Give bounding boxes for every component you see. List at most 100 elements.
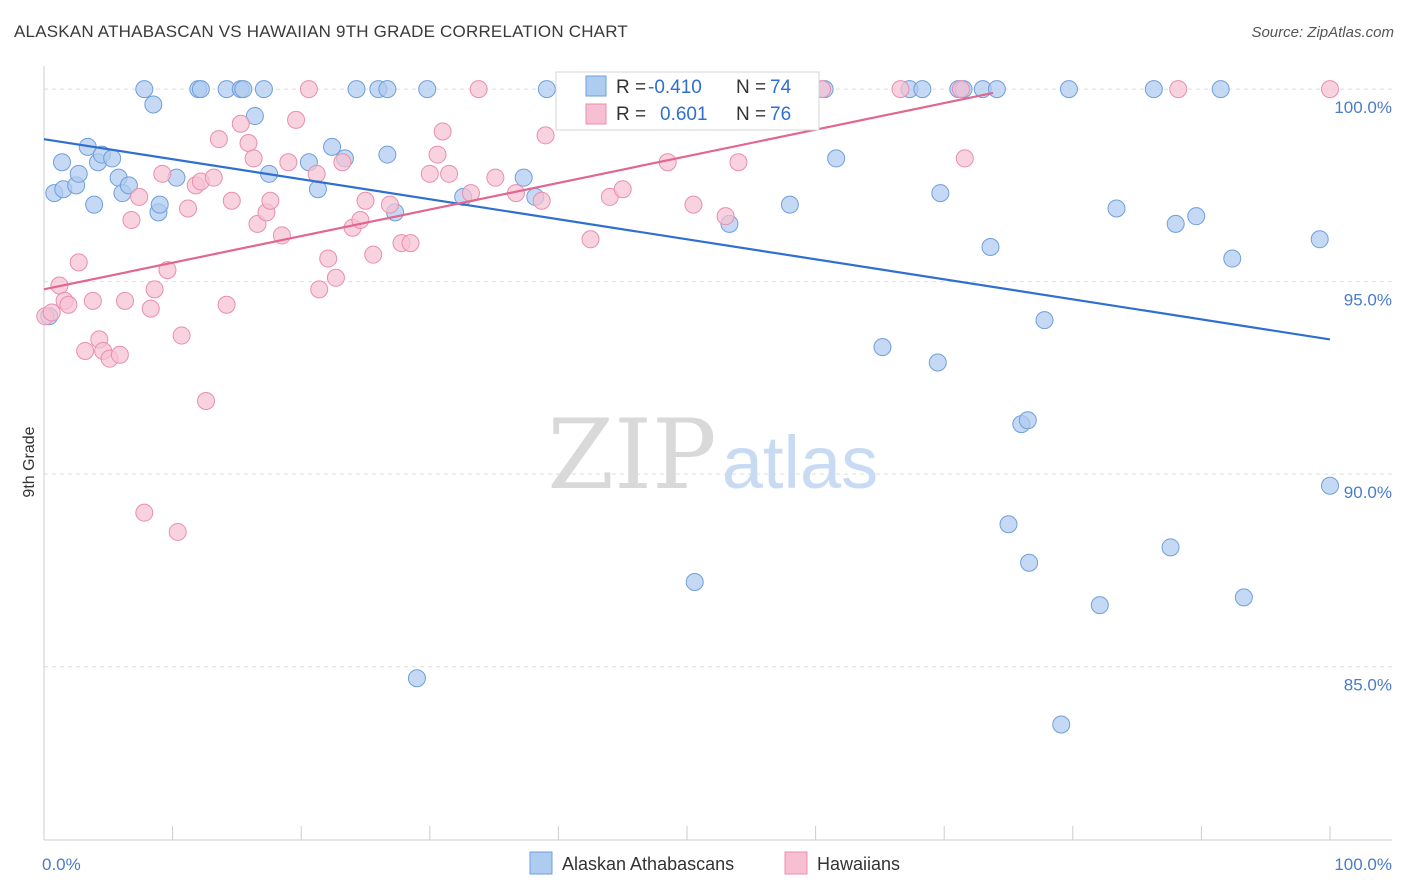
- data-point-pink: [116, 291, 135, 310]
- data-point-blue: [85, 195, 104, 214]
- data-point-pink: [536, 126, 555, 145]
- data-point-pink: [110, 345, 129, 364]
- data-point-blue: [378, 80, 397, 99]
- data-point-pink: [261, 191, 280, 210]
- data-point-pink: [279, 153, 298, 172]
- series-legend: Alaskan Athabascans Hawaiians: [529, 851, 900, 875]
- data-point-blue: [1052, 715, 1071, 734]
- data-point-blue: [234, 80, 253, 99]
- data-point-pink: [222, 191, 241, 210]
- y-tick-label: 85.0%: [1344, 676, 1392, 695]
- data-point-pink: [613, 180, 632, 199]
- data-point-pink: [217, 295, 236, 314]
- data-point-pink: [69, 253, 88, 272]
- data-point-pink: [122, 211, 141, 230]
- data-point-pink: [299, 80, 318, 99]
- data-point-pink: [891, 80, 910, 99]
- data-point-pink: [380, 195, 399, 214]
- data-point-blue: [987, 80, 1006, 99]
- data-point-blue: [191, 80, 210, 99]
- points-layer: [36, 80, 1339, 734]
- trend-line-pink: [43, 91, 994, 291]
- data-point-blue: [1018, 411, 1037, 430]
- legend-n-value-1: 74: [770, 77, 792, 98]
- data-point-blue: [407, 669, 426, 688]
- legend-swatch-pink: [585, 103, 607, 125]
- data-point-blue: [999, 515, 1018, 534]
- correlation-legend: R = -0.410 N = 74 R = 0.601 N = 76: [555, 71, 820, 131]
- data-point-blue: [144, 95, 163, 114]
- data-point-pink: [42, 303, 61, 322]
- data-point-pink: [1169, 80, 1188, 99]
- data-point-pink: [401, 234, 420, 253]
- data-point-pink: [141, 299, 160, 318]
- grid-layer: [44, 88, 1392, 668]
- trend-line-blue: [43, 138, 1331, 341]
- data-point-pink: [684, 195, 703, 214]
- data-point-pink: [204, 168, 223, 187]
- data-point-blue: [69, 164, 88, 183]
- data-point-pink: [153, 164, 172, 183]
- data-point-blue: [1310, 230, 1329, 249]
- data-point-blue: [913, 80, 932, 99]
- data-point-pink: [955, 149, 974, 168]
- data-point-blue: [1035, 311, 1054, 330]
- data-point-blue: [1166, 214, 1185, 233]
- legend-r-label-2: R =: [616, 104, 646, 125]
- data-point-pink: [319, 249, 338, 268]
- data-point-pink: [239, 134, 258, 153]
- chart-title: ALASKAN ATHABASCAN VS HAWAIIAN 9TH GRADE…: [14, 22, 628, 41]
- data-point-pink: [532, 191, 551, 210]
- axis-layer: 100.0% 95.0% 90.0% 85.0% 0.0% 100.0%: [42, 66, 1392, 874]
- data-point-blue: [827, 149, 846, 168]
- data-point-blue: [254, 80, 273, 99]
- data-point-pink: [130, 187, 149, 206]
- series-legend-label-pink: Hawaiians: [817, 854, 900, 874]
- series-legend-swatch-pink: [784, 851, 808, 875]
- data-point-blue: [873, 338, 892, 357]
- data-point-blue: [1090, 596, 1109, 615]
- data-point-pink: [433, 122, 452, 141]
- data-point-pink: [716, 207, 735, 226]
- watermark: ZIP atlas: [547, 399, 878, 511]
- data-point-pink: [420, 164, 439, 183]
- data-point-blue: [53, 153, 72, 172]
- data-point-blue: [981, 237, 1000, 256]
- data-point-blue: [1059, 80, 1078, 99]
- data-point-blue: [780, 195, 799, 214]
- trend-layer: [43, 91, 1331, 341]
- x-tick-label: 0.0%: [42, 855, 81, 874]
- y-tick-label: 90.0%: [1344, 483, 1392, 502]
- data-point-blue: [103, 149, 122, 168]
- data-point-blue: [931, 184, 950, 203]
- watermark-zip: ZIP: [547, 399, 716, 511]
- data-point-pink: [158, 261, 177, 280]
- data-point-pink: [244, 149, 263, 168]
- data-point-blue: [135, 80, 154, 99]
- data-point-pink: [59, 295, 78, 314]
- data-point-pink: [428, 145, 447, 164]
- data-point-blue: [514, 168, 533, 187]
- data-point-pink: [333, 153, 352, 172]
- data-point-pink: [209, 130, 228, 149]
- data-point-blue: [347, 80, 366, 99]
- series-legend-label-blue: Alaskan Athabascans: [562, 854, 734, 874]
- data-point-pink: [197, 392, 216, 411]
- data-point-blue: [1223, 249, 1242, 268]
- data-point-pink: [168, 522, 187, 541]
- data-point-blue: [150, 195, 169, 214]
- legend-r-label-1: R =: [616, 77, 646, 98]
- data-point-blue: [1234, 588, 1253, 607]
- data-point-pink: [729, 153, 748, 172]
- data-point-pink: [356, 191, 375, 210]
- legend-n-label-1: N =: [736, 77, 766, 98]
- watermark-atlas: atlas: [722, 421, 878, 504]
- legend-swatch-blue: [585, 75, 607, 97]
- legend-n-value-2: 76: [770, 104, 791, 125]
- chart-source: Source: ZipAtlas.com: [1251, 24, 1394, 41]
- legend-n-label-2: N =: [736, 104, 766, 125]
- data-point-pink: [581, 230, 600, 249]
- data-point-pink: [1321, 80, 1339, 99]
- data-point-pink: [76, 341, 95, 360]
